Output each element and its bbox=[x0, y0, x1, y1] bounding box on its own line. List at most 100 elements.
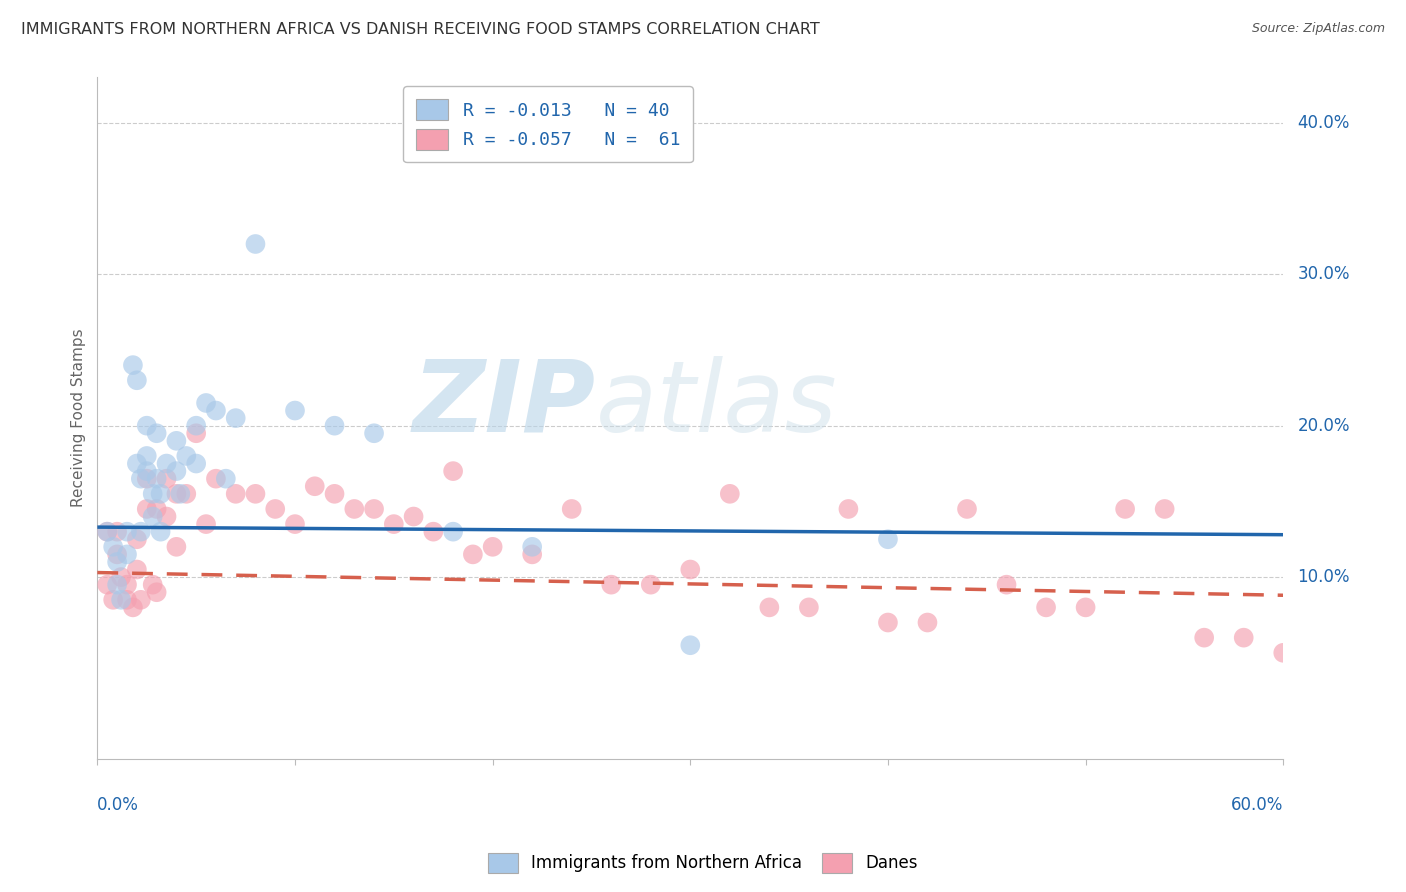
Point bbox=[441, 464, 464, 478]
Point bbox=[145, 502, 167, 516]
Point bbox=[105, 577, 128, 591]
Point bbox=[96, 524, 118, 539]
Point bbox=[195, 396, 218, 410]
Point bbox=[110, 592, 132, 607]
Point bbox=[679, 562, 702, 576]
Point bbox=[165, 434, 187, 448]
Point bbox=[225, 487, 247, 501]
Point bbox=[1233, 631, 1256, 645]
Point bbox=[129, 592, 152, 607]
Point bbox=[135, 418, 157, 433]
Point bbox=[125, 373, 148, 387]
Legend: R = -0.013   N = 40, R = -0.057   N =  61: R = -0.013 N = 40, R = -0.057 N = 61 bbox=[404, 87, 693, 162]
Point bbox=[142, 509, 165, 524]
Point bbox=[101, 540, 124, 554]
Point bbox=[155, 509, 177, 524]
Point bbox=[264, 502, 287, 516]
Point bbox=[1192, 631, 1215, 645]
Point bbox=[129, 472, 152, 486]
Point bbox=[125, 457, 148, 471]
Point bbox=[245, 487, 267, 501]
Point bbox=[837, 502, 859, 516]
Point bbox=[186, 426, 208, 441]
Point bbox=[195, 517, 218, 532]
Point bbox=[1035, 600, 1057, 615]
Text: 30.0%: 30.0% bbox=[1298, 265, 1350, 284]
Point bbox=[96, 577, 118, 591]
Point bbox=[758, 600, 780, 615]
Point bbox=[145, 426, 167, 441]
Text: 60.0%: 60.0% bbox=[1230, 797, 1284, 814]
Point bbox=[129, 524, 152, 539]
Point bbox=[115, 524, 138, 539]
Point bbox=[600, 577, 623, 591]
Point bbox=[245, 237, 267, 252]
Point bbox=[561, 502, 583, 516]
Point bbox=[441, 524, 464, 539]
Point bbox=[165, 540, 187, 554]
Point bbox=[718, 487, 741, 501]
Point bbox=[145, 472, 167, 486]
Point bbox=[205, 403, 228, 417]
Point bbox=[522, 540, 544, 554]
Point bbox=[1153, 502, 1175, 516]
Point bbox=[225, 411, 247, 425]
Point bbox=[169, 487, 191, 501]
Point bbox=[122, 358, 145, 372]
Point bbox=[101, 592, 124, 607]
Point bbox=[174, 449, 197, 463]
Point bbox=[105, 524, 128, 539]
Point bbox=[284, 403, 307, 417]
Point bbox=[1114, 502, 1136, 516]
Point bbox=[205, 472, 228, 486]
Point bbox=[135, 472, 157, 486]
Point bbox=[174, 487, 197, 501]
Point bbox=[105, 555, 128, 569]
Point bbox=[323, 487, 346, 501]
Point bbox=[142, 487, 165, 501]
Point bbox=[1272, 646, 1295, 660]
Text: 40.0%: 40.0% bbox=[1298, 114, 1350, 132]
Point bbox=[115, 592, 138, 607]
Y-axis label: Receiving Food Stamps: Receiving Food Stamps bbox=[72, 329, 86, 508]
Point bbox=[125, 562, 148, 576]
Text: Source: ZipAtlas.com: Source: ZipAtlas.com bbox=[1251, 22, 1385, 36]
Point bbox=[522, 548, 544, 562]
Point bbox=[155, 472, 177, 486]
Point bbox=[877, 615, 900, 630]
Point bbox=[363, 502, 385, 516]
Point bbox=[877, 533, 900, 547]
Text: 20.0%: 20.0% bbox=[1298, 417, 1350, 434]
Point bbox=[481, 540, 503, 554]
Point bbox=[96, 524, 118, 539]
Point bbox=[135, 449, 157, 463]
Point bbox=[215, 472, 238, 486]
Point bbox=[110, 570, 132, 584]
Point bbox=[343, 502, 366, 516]
Point bbox=[186, 418, 208, 433]
Point bbox=[115, 548, 138, 562]
Text: atlas: atlas bbox=[595, 356, 837, 453]
Point bbox=[149, 524, 172, 539]
Point bbox=[142, 577, 165, 591]
Point bbox=[155, 457, 177, 471]
Point bbox=[105, 548, 128, 562]
Point bbox=[122, 600, 145, 615]
Text: IMMIGRANTS FROM NORTHERN AFRICA VS DANISH RECEIVING FOOD STAMPS CORRELATION CHAR: IMMIGRANTS FROM NORTHERN AFRICA VS DANIS… bbox=[21, 22, 820, 37]
Point bbox=[422, 524, 444, 539]
Point bbox=[1351, 646, 1374, 660]
Point bbox=[323, 418, 346, 433]
Point bbox=[165, 487, 187, 501]
Text: ZIP: ZIP bbox=[412, 356, 595, 453]
Point bbox=[917, 615, 939, 630]
Point bbox=[115, 577, 138, 591]
Point bbox=[679, 638, 702, 652]
Text: 10.0%: 10.0% bbox=[1298, 568, 1350, 586]
Point bbox=[382, 517, 405, 532]
Point bbox=[640, 577, 662, 591]
Point bbox=[284, 517, 307, 532]
Legend: Immigrants from Northern Africa, Danes: Immigrants from Northern Africa, Danes bbox=[481, 847, 925, 880]
Point bbox=[956, 502, 979, 516]
Point bbox=[125, 533, 148, 547]
Point bbox=[1074, 600, 1097, 615]
